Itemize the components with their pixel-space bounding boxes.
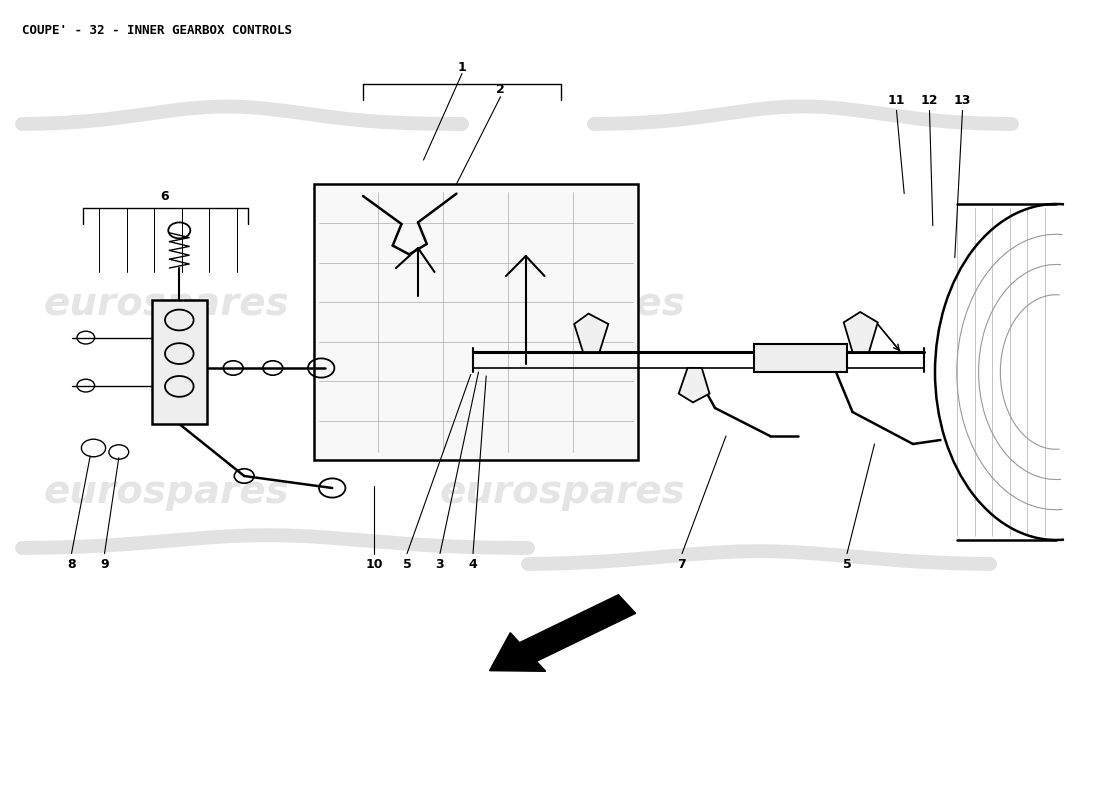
Text: COUPE' - 32 - INNER GEARBOX CONTROLS: COUPE' - 32 - INNER GEARBOX CONTROLS [22, 24, 292, 37]
Polygon shape [679, 368, 710, 402]
Bar [754, 344, 847, 372]
FancyArrow shape [490, 594, 636, 671]
Text: 13: 13 [954, 94, 971, 106]
Polygon shape [152, 300, 207, 424]
Text: 10: 10 [365, 558, 383, 570]
Text: 4: 4 [469, 558, 477, 570]
Text: 8: 8 [67, 558, 76, 570]
Text: 1: 1 [458, 61, 466, 74]
Text: eurospares: eurospares [44, 473, 289, 511]
Text: 5: 5 [403, 558, 411, 570]
Text: 11: 11 [888, 94, 905, 106]
Text: 9: 9 [100, 558, 109, 570]
Text: eurospares: eurospares [44, 285, 289, 323]
Text: eurospares: eurospares [440, 473, 685, 511]
Text: 7: 7 [678, 558, 686, 570]
Text: 3: 3 [436, 558, 444, 570]
Text: 2: 2 [496, 83, 505, 96]
Polygon shape [844, 312, 878, 352]
Text: eurospares: eurospares [440, 285, 685, 323]
Text: 12: 12 [921, 94, 938, 106]
Text: 6: 6 [161, 190, 169, 202]
Polygon shape [574, 314, 608, 352]
Bar [314, 184, 638, 460]
Text: 5: 5 [843, 558, 851, 570]
